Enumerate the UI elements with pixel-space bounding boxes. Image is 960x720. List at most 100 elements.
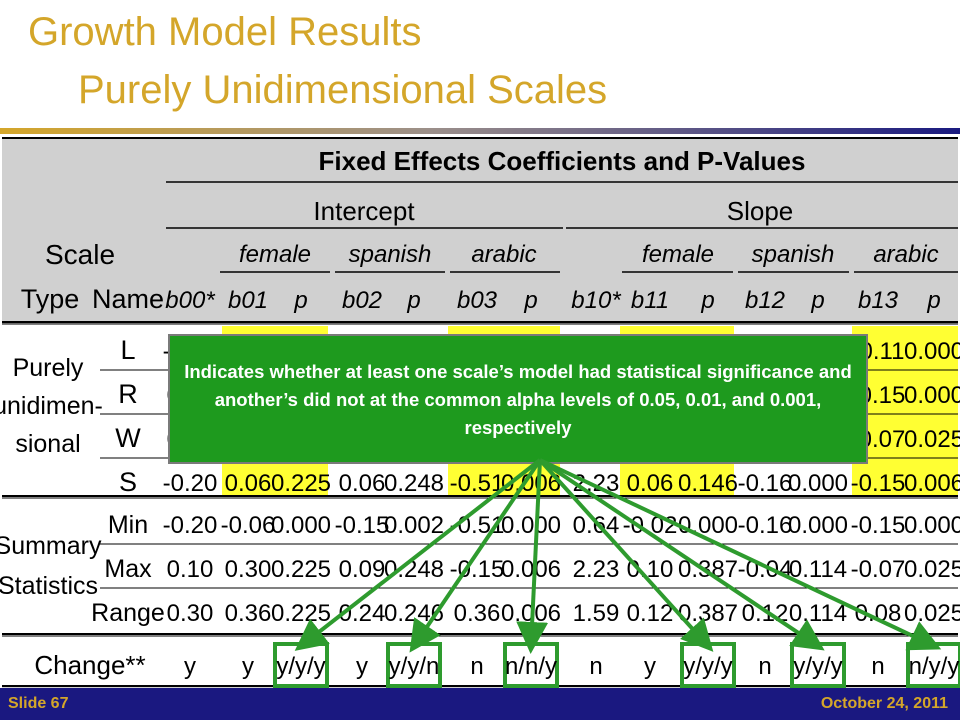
cell-r0-c13: 0.000 <box>904 338 960 365</box>
summary-r0-c0: -0.20 <box>163 512 218 539</box>
summary-r0-c13: 0.000 <box>904 512 960 539</box>
col-header-8: b11 <box>631 287 669 314</box>
summary-r2-c6: 0.006 <box>501 600 561 627</box>
summary-r0-c6: 0.000 <box>501 512 561 539</box>
col-header-0: b00* <box>165 287 215 314</box>
summary-r0-c4: 0.002 <box>384 512 444 539</box>
change-c10: n <box>758 653 771 680</box>
change-c0: y <box>184 653 196 680</box>
change-c9: y/y/y <box>683 653 732 680</box>
cell-r3-c3: 0.06 <box>339 470 386 497</box>
change-c13: n/y/y <box>909 653 960 680</box>
change-c4: y/y/n <box>389 653 440 680</box>
group-purely-2: sional <box>15 430 80 458</box>
header-intercept: Intercept <box>313 196 415 226</box>
change-c7: n <box>589 653 602 680</box>
col-header-6: p <box>523 287 537 314</box>
summary-r1-c0: 0.10 <box>167 556 214 583</box>
change-c6: n/n/y <box>505 653 557 680</box>
slide-date: October 24, 2011 <box>820 695 948 712</box>
change-c12: n <box>871 653 884 680</box>
summary-r2-c4: 0.246 <box>384 600 444 627</box>
col-header-1: b01 <box>228 287 268 314</box>
summary-r0-c1: -0.06 <box>221 512 276 539</box>
summary-r1-c4: 0.248 <box>384 556 444 583</box>
summary-r2-c13: 0.025 <box>904 600 960 627</box>
summary-r2-c5: 0.36 <box>454 600 501 627</box>
slide-footer: Slide 67 October 24, 2011 <box>0 688 960 720</box>
summary-r1-c11: 0.114 <box>789 556 847 583</box>
summary-r2-c3: 0.24 <box>339 600 386 627</box>
group-summary-0: Summary <box>0 532 102 560</box>
summary-r0-c2: 0.000 <box>271 512 331 539</box>
cell-r3-c6: 0.006 <box>501 470 561 497</box>
slide-number: Slide 67 <box>8 695 69 712</box>
summary-r1-c13: 0.025 <box>904 556 960 583</box>
cell-r3-c4: 0.248 <box>384 470 444 497</box>
header-female-intercept: female <box>239 241 311 268</box>
summary-r0-c8: -0.02 <box>623 512 678 539</box>
group-purely-1: unidimen- <box>0 392 103 420</box>
group-summary-1: Statistics <box>0 572 98 600</box>
col-header-3: b02 <box>342 287 382 314</box>
cell-r3-c12: -0.15 <box>851 470 906 497</box>
summary-r1-c10: -0.04 <box>738 556 793 583</box>
col-header-5: b03 <box>457 287 498 314</box>
change-c3: y <box>356 653 368 680</box>
change-c5: n <box>470 653 483 680</box>
summary-r1-c6: 0.006 <box>501 556 561 583</box>
col-header-12: b13 <box>858 287 899 314</box>
summary-name-1: Max <box>104 555 152 583</box>
summary-r2-c2: 0.225 <box>271 600 331 627</box>
summary-r0-c7: 0.64 <box>573 512 620 539</box>
header-arabic-slope: arabic <box>873 241 938 268</box>
summary-r0-c5: -0.51 <box>450 512 505 539</box>
summary-r0-c3: -0.15 <box>335 512 390 539</box>
callout-note: Indicates whether at least one scale’s m… <box>168 334 868 464</box>
col-header-4: p <box>406 287 420 314</box>
slide-title-line2: Purely Unidimensional Scales <box>78 68 608 112</box>
col-header-9: p <box>700 287 714 314</box>
summary-r1-c9: 0.387 <box>678 556 738 583</box>
summary-r1-c7: 2.23 <box>573 556 620 583</box>
summary-name-2: Range <box>91 599 165 627</box>
cell-r1-c13: 0.000 <box>904 382 960 409</box>
group-purely-0: Purely <box>13 354 84 382</box>
summary-r1-c8: 0.10 <box>627 556 674 583</box>
cell-r3-c10: -0.16 <box>738 470 793 497</box>
summary-r2-c9: 0.387 <box>678 600 738 627</box>
change-c8: y <box>644 653 656 680</box>
header-female-slope: female <box>642 241 714 268</box>
cell-r3-c11: 0.000 <box>788 470 848 497</box>
change-c11: y/y/y <box>793 653 842 680</box>
change-label: Change** <box>34 650 145 680</box>
cell-r3-c1: 0.06 <box>225 470 272 497</box>
title-divider <box>0 128 960 134</box>
change-c1: y <box>242 653 254 680</box>
cell-r2-c13: 0.025 <box>904 426 960 453</box>
summary-r2-c0: 0.30 <box>167 600 214 627</box>
summary-r0-c11: 0.000 <box>788 512 848 539</box>
col-header-13: p <box>926 287 940 314</box>
summary-r0-c12: -0.15 <box>851 512 906 539</box>
row-name-2: W <box>115 423 141 453</box>
summary-r2-c8: 0.12 <box>627 600 674 627</box>
summary-r2-c11: 0.114 <box>789 600 847 627</box>
cell-r3-c2: 0.225 <box>271 470 331 497</box>
summary-name-0: Min <box>108 511 148 539</box>
change-c2: y/y/y <box>276 653 325 680</box>
summary-r1-c2: 0.225 <box>271 556 331 583</box>
cell-r3-c13: 0.006 <box>904 470 960 497</box>
row-name-0: L <box>120 335 135 365</box>
cell-r3-c9: 0.146 <box>678 470 738 497</box>
header-name: Name <box>92 284 164 314</box>
summary-r1-c1: 0.30 <box>225 556 272 583</box>
col-header-10: b12 <box>745 287 785 314</box>
summary-r0-c10: -0.16 <box>738 512 793 539</box>
summary-r2-c12: 0.08 <box>855 600 902 627</box>
summary-r1-c5: -0.15 <box>450 556 505 583</box>
slide-title-line1: Growth Model Results <box>28 10 422 54</box>
cell-r3-c0: -0.20 <box>163 470 218 497</box>
cell-r3-c5: -0.51 <box>450 470 505 497</box>
summary-r1-c12: -0.07 <box>851 556 906 583</box>
